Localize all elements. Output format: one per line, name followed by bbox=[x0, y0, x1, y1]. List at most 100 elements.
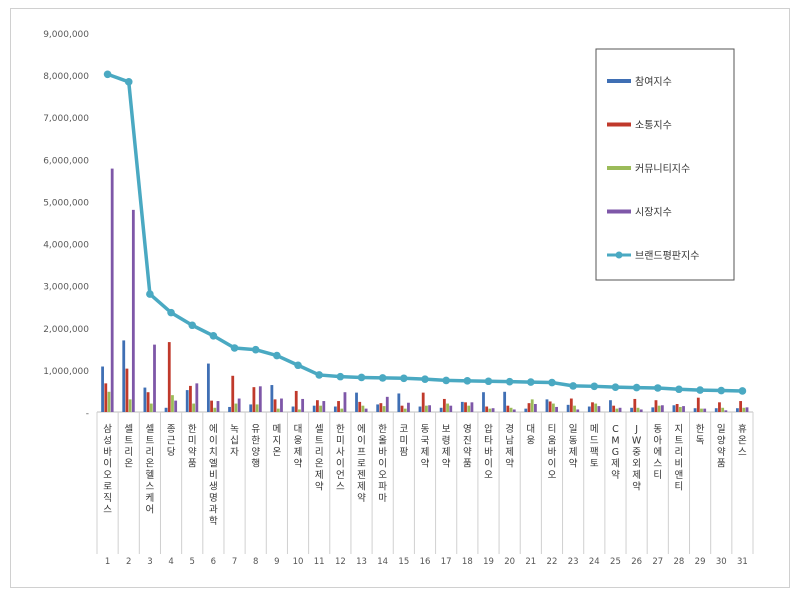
point-브랜드평판지수-29 bbox=[696, 386, 704, 394]
bar-소통지수-17 bbox=[442, 398, 446, 412]
bar-시장지수-3 bbox=[153, 344, 156, 412]
bar-참여지수-23 bbox=[566, 404, 570, 412]
bar-커뮤니티지수-12 bbox=[340, 408, 344, 412]
bar-소통지수-16 bbox=[421, 392, 425, 412]
bar-소통지수-1 bbox=[104, 383, 108, 412]
y-axis-tick-labels: - 1,000,000 2,000,000 3,000,000 4,000,000 5,0… bbox=[43, 30, 89, 419]
x-rank-label: 29 bbox=[695, 557, 706, 567]
bar-커뮤니티지수-17 bbox=[446, 403, 449, 412]
bar-소통지수-8 bbox=[252, 387, 256, 412]
x-axis-category-labels: 삼 성 바 이 오 로 직 스 1 셀 트 리 온 2 셀 트 리 온 헬 스 케 어 3 종 근 당 4 한 미 약 품 5 에 이 치 엘 비 생 명 과… bbox=[103, 423, 748, 567]
bar-시장지수-21 bbox=[534, 403, 537, 412]
bar-참여지수-3 bbox=[143, 387, 147, 412]
bar-커뮤니티지수-7 bbox=[234, 403, 238, 412]
legend-swatch-참여지수 bbox=[607, 79, 631, 83]
bar-소통지수-7 bbox=[231, 375, 235, 412]
legend-label: 커뮤니티지수 bbox=[635, 163, 690, 175]
bar-시장지수-12 bbox=[343, 392, 347, 412]
point-브랜드평판지수-31 bbox=[738, 387, 747, 395]
point-브랜드평판지수-1 bbox=[103, 70, 112, 79]
bar-참여지수-10 bbox=[291, 406, 295, 412]
point-브랜드평판지수-30 bbox=[717, 386, 726, 395]
x-rank-label: 16 bbox=[420, 557, 431, 567]
line-series bbox=[103, 70, 747, 395]
x-rank-label: 15 bbox=[398, 557, 409, 567]
bar-참여지수-31 bbox=[736, 408, 739, 412]
legend-marker-브랜드평판지수 bbox=[615, 251, 623, 259]
bar-참여지수-26 bbox=[630, 407, 634, 412]
bar-참여지수-8 bbox=[249, 404, 253, 412]
bar-시장지수-27 bbox=[660, 405, 664, 412]
bar-커뮤니티지수-1 bbox=[107, 391, 111, 412]
bar-커뮤니티지수-14 bbox=[382, 406, 386, 412]
bar-소통지수-24 bbox=[591, 402, 594, 412]
bar-참여지수-13 bbox=[355, 392, 358, 412]
axes bbox=[96, 411, 754, 554]
bar-시장지수-25 bbox=[618, 407, 622, 412]
y-tick-label: 3,000,000 bbox=[43, 283, 89, 293]
y-tick-label: 5,000,000 bbox=[43, 198, 89, 208]
bar-참여지수-30 bbox=[714, 408, 718, 412]
bar-커뮤니티지수-3 bbox=[149, 403, 153, 412]
bar-시장지수-28 bbox=[682, 406, 685, 412]
bar-참여지수-16 bbox=[418, 406, 422, 412]
bar-시장지수-15 bbox=[407, 402, 410, 412]
x-rank-label: 8 bbox=[253, 557, 258, 567]
bar-커뮤니티지수-11 bbox=[319, 405, 322, 412]
bar-커뮤니티지수-13 bbox=[361, 405, 365, 412]
legend-label: 참여지수 bbox=[635, 76, 672, 88]
bar-참여지수-27 bbox=[651, 407, 655, 412]
y-tick-label: 9,000,000 bbox=[43, 30, 89, 40]
bar-참여지수-25 bbox=[609, 400, 612, 412]
bar-시장지수-2 bbox=[131, 209, 135, 412]
x-rank-label: 6 bbox=[211, 557, 216, 567]
bar-소통지수-9 bbox=[273, 399, 277, 412]
x-rank-label: 28 bbox=[674, 557, 685, 567]
legend-swatch-시장지수 bbox=[607, 209, 631, 214]
point-브랜드평판지수-13 bbox=[357, 373, 366, 382]
point-브랜드평판지수-27 bbox=[653, 384, 662, 392]
bar-소통지수-23 bbox=[569, 398, 573, 412]
bar-커뮤니티지수-25 bbox=[615, 408, 619, 412]
x-rank-label: 18 bbox=[462, 557, 473, 567]
point-브랜드평판지수-23 bbox=[569, 382, 577, 390]
bar-소통지수-26 bbox=[633, 398, 637, 412]
bar-시장지수-30 bbox=[724, 410, 728, 412]
bar-소통지수-19 bbox=[485, 406, 489, 412]
bar-시장지수-8 bbox=[258, 386, 262, 412]
bar-소통지수-13 bbox=[358, 401, 362, 412]
y-tick-label: 7,000,000 bbox=[43, 114, 89, 124]
x-rank-label: 21 bbox=[525, 557, 536, 567]
bar-참여지수-17 bbox=[439, 407, 443, 412]
bar-시장지수-6 bbox=[216, 401, 220, 412]
point-브랜드평판지수-18 bbox=[463, 377, 472, 385]
bar-커뮤니티지수-21 bbox=[530, 399, 534, 412]
x-rank-label: 7 bbox=[232, 557, 237, 567]
legend-box bbox=[595, 48, 735, 281]
bar-참여지수-12 bbox=[333, 406, 337, 412]
point-브랜드평판지수-10 bbox=[294, 361, 302, 370]
legend-swatch-소통지수 bbox=[607, 122, 631, 127]
point-브랜드평판지수-15 bbox=[400, 374, 408, 383]
bar-소통지수-6 bbox=[210, 400, 213, 412]
brand-reputation-chart: - 1,000,000 2,000,000 3,000,000 4,000,000 5,0… bbox=[43, 30, 754, 567]
bar-참여지수-15 bbox=[397, 393, 401, 412]
bar-참여지수-22 bbox=[545, 399, 549, 412]
x-rank-label: 31 bbox=[737, 557, 748, 567]
bar-시장지수-23 bbox=[576, 409, 580, 412]
bar-참여지수-7 bbox=[228, 406, 231, 412]
